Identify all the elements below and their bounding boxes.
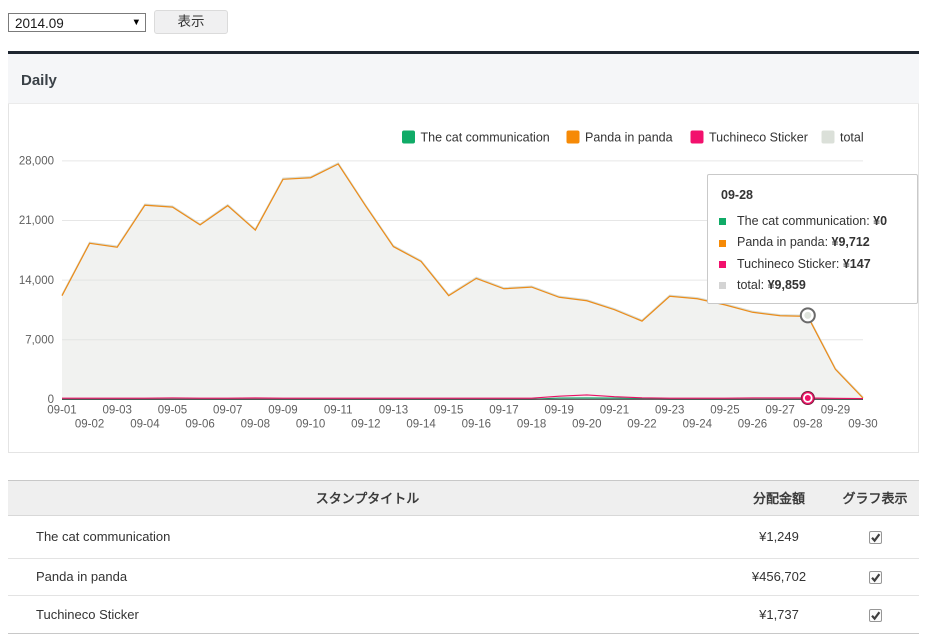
svg-text:09-04: 09-04	[130, 419, 160, 431]
svg-text:09-07: 09-07	[213, 405, 242, 417]
svg-text:09-22: 09-22	[627, 419, 656, 431]
svg-text:09-02: 09-02	[75, 419, 104, 431]
svg-text:09-01: 09-01	[47, 405, 76, 417]
svg-text:09-03: 09-03	[102, 405, 131, 417]
svg-text:Panda in panda: Panda in panda	[585, 131, 673, 145]
svg-text:09-25: 09-25	[710, 405, 739, 417]
svg-text:09-24: 09-24	[683, 419, 713, 431]
svg-text:09-26: 09-26	[738, 419, 767, 431]
svg-text:09-10: 09-10	[296, 419, 325, 431]
svg-text:total: total	[840, 131, 864, 145]
svg-text:09-12: 09-12	[351, 419, 380, 431]
svg-text:09-30: 09-30	[848, 419, 877, 431]
svg-text:09-18: 09-18	[517, 419, 546, 431]
svg-text:14,000: 14,000	[19, 275, 54, 287]
svg-text:21,000: 21,000	[19, 215, 54, 227]
svg-text:09-21: 09-21	[600, 405, 629, 417]
svg-text:09-15: 09-15	[434, 405, 463, 417]
svg-text:09-19: 09-19	[544, 405, 573, 417]
svg-text:09-17: 09-17	[489, 405, 518, 417]
svg-text:09-08: 09-08	[241, 419, 270, 431]
svg-text:0: 0	[48, 394, 54, 406]
svg-text:Tuchineco Sticker: Tuchineco Sticker	[709, 131, 808, 145]
svg-text:09-13: 09-13	[379, 405, 408, 417]
svg-text:09-11: 09-11	[324, 405, 353, 417]
svg-text:09-28: 09-28	[793, 419, 822, 431]
svg-text:09-16: 09-16	[462, 419, 491, 431]
svg-text:09-23: 09-23	[655, 405, 684, 417]
svg-text:09-27: 09-27	[765, 405, 794, 417]
svg-text:09-06: 09-06	[185, 419, 214, 431]
svg-text:The cat communication: The cat communication	[421, 131, 550, 145]
svg-text:09-05: 09-05	[158, 405, 187, 417]
svg-text:09-20: 09-20	[572, 419, 601, 431]
svg-text:28,000: 28,000	[19, 156, 54, 168]
svg-text:7,000: 7,000	[25, 334, 54, 346]
svg-text:09-14: 09-14	[406, 419, 436, 431]
svg-text:09-29: 09-29	[821, 405, 850, 417]
svg-text:09-09: 09-09	[268, 405, 297, 417]
